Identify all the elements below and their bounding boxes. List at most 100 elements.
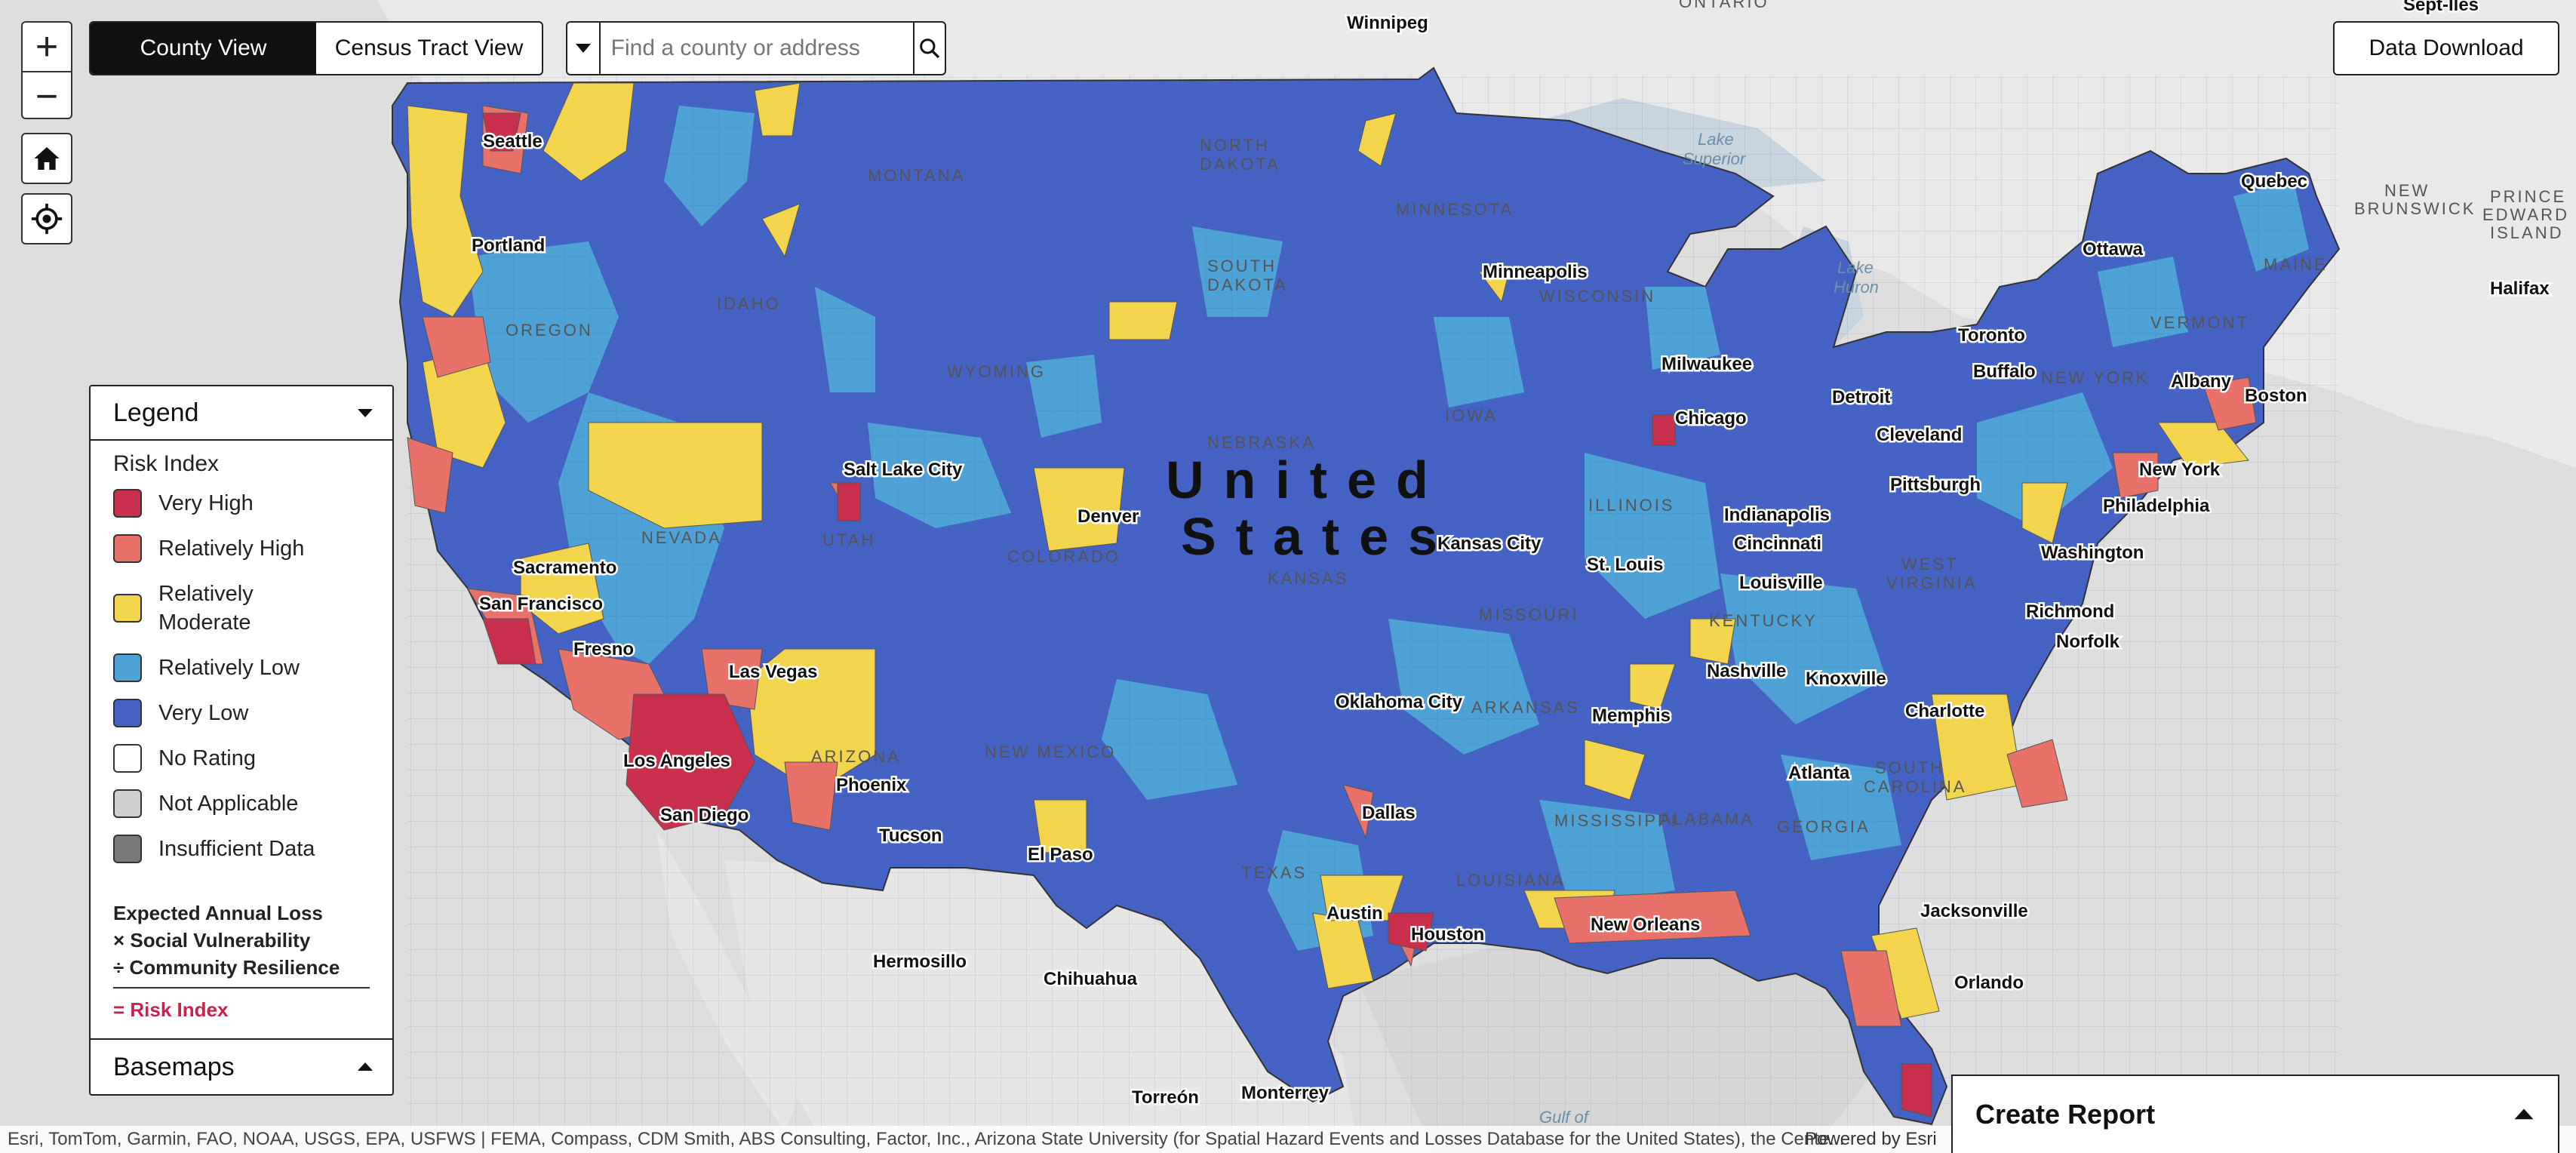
svg-text:Portland: Portland: [472, 235, 545, 256]
svg-text:Boston: Boston: [2245, 386, 2307, 406]
formula-result: = Risk Index: [113, 998, 229, 1021]
zoom-in-button[interactable]: +: [35, 25, 59, 69]
zoom-out-button[interactable]: −: [23, 71, 71, 118]
svg-text:Minneapolis: Minneapolis: [1483, 262, 1588, 282]
svg-text:Sacramento: Sacramento: [513, 558, 616, 578]
create-report-label: Create Report: [1975, 1099, 2156, 1130]
city-labels: Seattle Portland Sacramento San Francisc…: [470, 0, 2552, 1110]
legend-header[interactable]: Legend: [91, 386, 392, 441]
svg-text:GEORGIA: GEORGIA: [1777, 817, 1871, 836]
swatch-insufficient-data: [113, 835, 142, 863]
svg-text:Washington: Washington: [2041, 543, 2144, 563]
svg-text:ONTARIO: ONTARIO: [1679, 0, 1769, 11]
svg-text:DAKOTA: DAKOTA: [1200, 155, 1280, 174]
swatch-very-low: [113, 699, 142, 727]
svg-text:LOUISIANA: LOUISIANA: [1456, 871, 1565, 890]
svg-text:IDAHO: IDAHO: [717, 294, 781, 313]
svg-text:Chihuahua: Chihuahua: [1044, 969, 1138, 989]
svg-text:Oklahoma City: Oklahoma City: [1336, 692, 1463, 712]
svg-text:Las Vegas: Las Vegas: [729, 662, 817, 682]
svg-text:New Orleans: New Orleans: [1591, 915, 1700, 935]
svg-text:Tucson: Tucson: [879, 826, 942, 846]
svg-text:NEBRASKA: NEBRASKA: [1207, 433, 1316, 452]
caret-up-icon: [2514, 1108, 2534, 1120]
legend-item: Very Low: [113, 699, 370, 727]
county-view-tab[interactable]: County View: [91, 23, 316, 74]
svg-text:Sept-Iles: Sept-Iles: [2403, 0, 2479, 15]
svg-text:MAINE: MAINE: [2264, 255, 2328, 274]
legend-body: Risk Index Very High Relatively High Rel…: [91, 441, 392, 1028]
svg-text:Huron: Huron: [1834, 278, 1879, 297]
legend-item-label: Relatively Low: [158, 656, 300, 680]
svg-text:ISLAND: ISLAND: [2490, 223, 2563, 242]
attribution-text[interactable]: Esri, TomTom, Garmin, FAO, NOAA, USGS, E…: [8, 1129, 1845, 1149]
svg-text:VIRGINIA: VIRGINIA: [1886, 573, 1978, 592]
svg-text:Toronto: Toronto: [1958, 325, 2025, 346]
svg-text:Austin: Austin: [1326, 903, 1383, 924]
svg-text:MONTANA: MONTANA: [868, 166, 965, 185]
legend-item-label: Very Low: [158, 701, 249, 725]
svg-text:Houston: Houston: [1411, 924, 1484, 945]
svg-text:EDWARD: EDWARD: [2482, 205, 2569, 224]
svg-text:Cincinnati: Cincinnati: [1734, 533, 1821, 554]
caret-up-icon: [358, 1062, 373, 1071]
swatch-relatively-low: [113, 653, 142, 682]
svg-text:St. Louis: St. Louis: [1587, 555, 1663, 575]
svg-text:Knoxville: Knoxville: [1806, 669, 1886, 689]
svg-text:Jacksonville: Jacksonville: [1920, 901, 2028, 921]
locate-button[interactable]: [21, 193, 72, 244]
census-tract-view-tab[interactable]: Census Tract View: [334, 35, 524, 60]
svg-text:Superior: Superior: [1683, 149, 1747, 168]
svg-text:NEVADA: NEVADA: [641, 528, 722, 547]
swatch-relatively-moderate: [113, 594, 142, 623]
legend-item-label: Very High: [158, 491, 254, 515]
legend-title: Risk Index: [113, 451, 220, 476]
search-button[interactable]: [912, 23, 945, 74]
svg-text:Torreón: Torreón: [1132, 1087, 1199, 1108]
swatch-relatively-high: [113, 534, 142, 563]
legend-item: Relatively High: [113, 534, 370, 563]
svg-text:Louisville: Louisville: [1739, 573, 1823, 593]
create-report-panel[interactable]: Create Report: [1951, 1075, 2559, 1153]
svg-text:NORTH: NORTH: [1200, 136, 1270, 155]
svg-text:Atlanta: Atlanta: [1788, 763, 1850, 783]
svg-text:Lake: Lake: [1837, 258, 1874, 277]
formula-line: ÷ Community Resilience: [113, 956, 340, 979]
relatively-moderate-areas: [407, 82, 2249, 1019]
data-download-button[interactable]: Data Download: [2333, 21, 2559, 75]
powered-by-esri[interactable]: Powered by Esri: [1805, 1129, 1937, 1149]
home-icon: [34, 147, 60, 170]
svg-text:Denver: Denver: [1077, 506, 1139, 527]
svg-text:Chicago: Chicago: [1675, 408, 1747, 429]
home-button[interactable]: [21, 133, 72, 184]
search-source-dropdown[interactable]: [567, 23, 601, 74]
svg-text:Nashville: Nashville: [1707, 661, 1786, 681]
svg-text:Ottawa: Ottawa: [2083, 239, 2144, 260]
svg-text:Charlotte: Charlotte: [1905, 701, 1984, 721]
svg-text:Dallas: Dallas: [1362, 803, 1416, 823]
svg-text:ALABAMA: ALABAMA: [1660, 810, 1754, 829]
svg-text:WISCONSIN: WISCONSIN: [1539, 287, 1655, 306]
svg-text:Memphis: Memphis: [1592, 706, 1671, 726]
swatch-very-high: [113, 489, 142, 518]
country-label: United States: [1166, 450, 1437, 566]
formula-line: × Social Vulnerability: [113, 929, 311, 952]
search-input[interactable]: [600, 23, 913, 74]
very-high-areas: [482, 112, 1932, 1118]
svg-text:NEW: NEW: [2384, 181, 2430, 200]
svg-text:San Diego: San Diego: [660, 805, 749, 826]
zoom-control: + −: [21, 21, 72, 119]
svg-text:NEW MEXICO: NEW MEXICO: [985, 743, 1116, 761]
svg-text:WYOMING: WYOMING: [947, 362, 1046, 381]
svg-text:Indianapolis: Indianapolis: [1724, 505, 1830, 525]
svg-text:WEST: WEST: [1901, 555, 1959, 573]
svg-text:TEXAS: TEXAS: [1241, 863, 1307, 882]
svg-text:CAROLINA: CAROLINA: [1864, 777, 1966, 796]
svg-text:BRUNSWICK: BRUNSWICK: [2354, 199, 2476, 218]
svg-text:IOWA: IOWA: [1445, 406, 1498, 425]
legend-item: Relatively Moderate: [113, 580, 370, 637]
basemaps-toggle[interactable]: Basemaps: [91, 1038, 392, 1094]
